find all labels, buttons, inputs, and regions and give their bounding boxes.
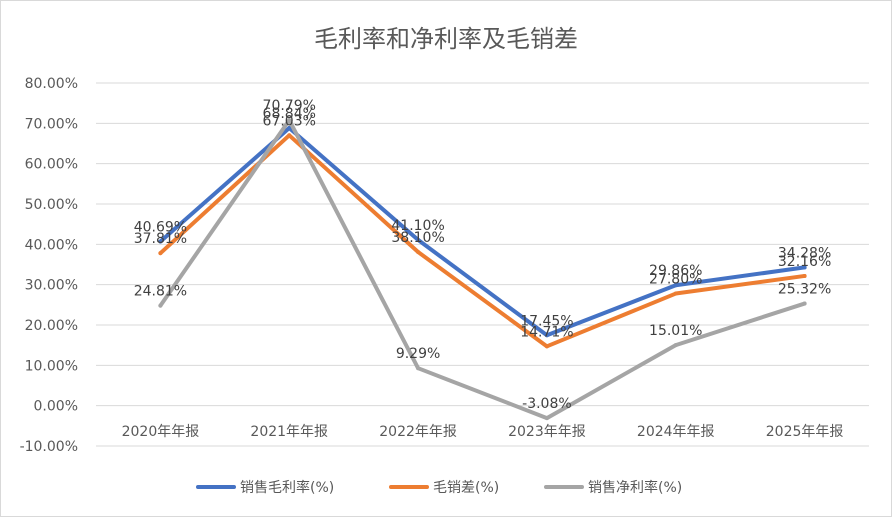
data-label: 34.28%	[778, 245, 831, 261]
data-label: 68.84%	[263, 106, 316, 122]
y-tick-label: 60.00%	[25, 157, 78, 173]
data-point	[802, 301, 807, 306]
data-label: 29.86%	[649, 263, 702, 279]
x-tick-label: 2021年年报	[250, 424, 328, 440]
x-tick-label: 2022年年报	[379, 424, 457, 440]
data-label: 40.69%	[134, 220, 187, 236]
data-point	[544, 416, 549, 421]
x-tick-label: 2024年年报	[637, 424, 715, 440]
data-point	[287, 133, 292, 138]
data-point	[802, 265, 807, 270]
x-tick-label: 2020年年报	[122, 424, 200, 440]
data-label: 38.10%	[391, 230, 444, 246]
data-point	[416, 249, 421, 254]
data-point	[673, 343, 678, 348]
data-label: 67.03%	[263, 113, 316, 129]
x-tick-label: 2025年年报	[766, 424, 844, 440]
y-tick-label: 10.00%	[25, 358, 78, 374]
y-tick-label: 20.00%	[25, 318, 78, 334]
data-label: 17.45%	[520, 313, 573, 329]
y-tick-label: -10.00%	[20, 439, 78, 455]
data-label: 27.80%	[649, 272, 702, 288]
data-point	[287, 126, 292, 131]
chart-title: 毛利率和净利率及毛销差	[314, 25, 578, 53]
y-tick-label: 0.00%	[34, 399, 78, 415]
data-label: 70.79%	[263, 98, 316, 114]
data-label: -3.08%	[522, 396, 572, 412]
y-tick-label: 50.00%	[25, 197, 78, 213]
series-line	[158, 118, 807, 421]
data-point	[544, 333, 549, 338]
data-point	[287, 118, 292, 123]
data-point	[673, 291, 678, 296]
data-label: 41.10%	[391, 218, 444, 234]
data-label: 15.01%	[649, 323, 702, 339]
data-point	[673, 283, 678, 288]
data-label: 9.29%	[396, 346, 440, 362]
data-label: 37.81%	[134, 231, 187, 247]
data-point	[416, 237, 421, 242]
legend-label: 销售毛利率(%)	[240, 479, 334, 496]
data-point	[416, 366, 421, 371]
series-line	[158, 126, 807, 338]
data-label: 14.71%	[520, 324, 573, 340]
data-point	[158, 303, 163, 308]
data-point	[158, 251, 163, 256]
data-point	[802, 273, 807, 278]
y-tick-label: 40.00%	[25, 237, 78, 253]
data-point	[158, 239, 163, 244]
x-tick-label: 2023年年报	[508, 424, 586, 440]
data-label: 25.32%	[778, 282, 831, 298]
y-tick-label: 30.00%	[25, 278, 78, 294]
legend-label: 毛销差(%)	[433, 480, 499, 496]
data-point	[544, 344, 549, 349]
series-line	[158, 133, 807, 349]
data-label: 32.16%	[778, 254, 831, 270]
y-tick-label: 80.00%	[25, 76, 78, 92]
y-tick-label: 70.00%	[25, 116, 78, 132]
data-label: 24.81%	[134, 284, 187, 300]
legend-label: 销售净利率(%)	[588, 479, 682, 496]
